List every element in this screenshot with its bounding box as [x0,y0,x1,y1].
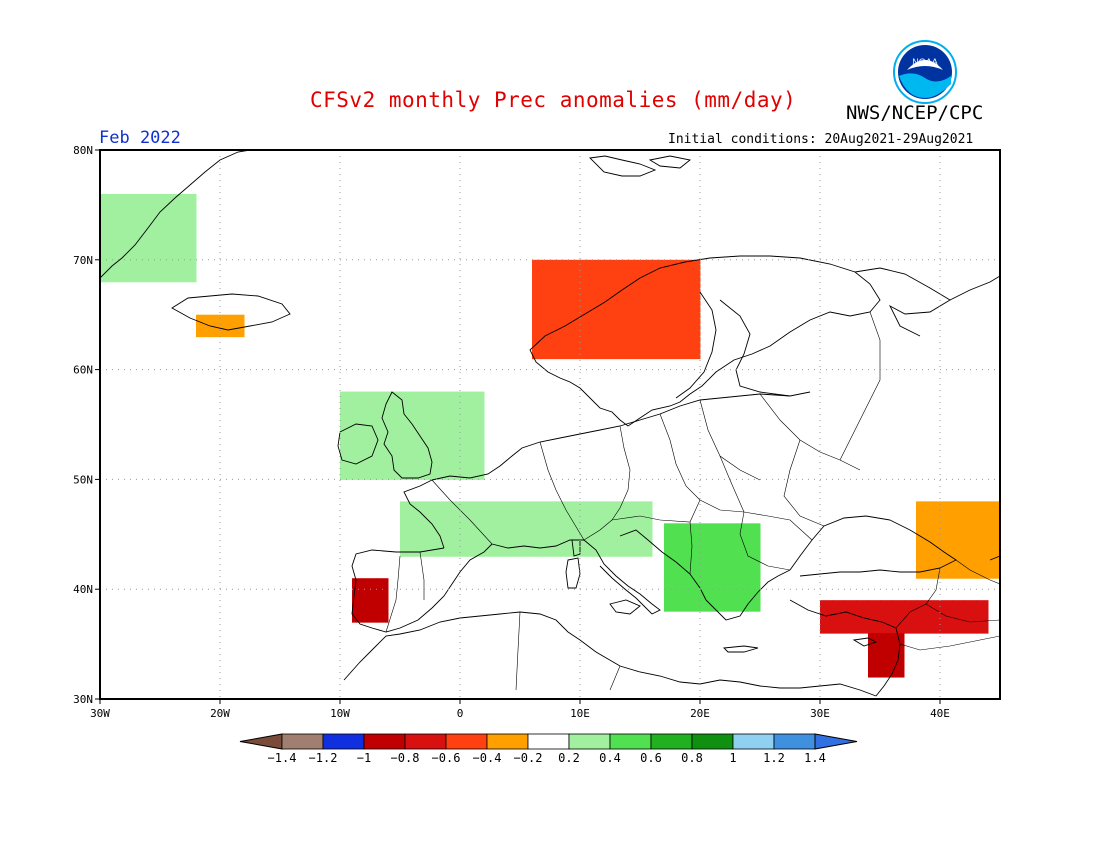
colorbar-cell [773,733,816,750]
colorbar-label: −0.2 [514,751,543,765]
anomaly-region-british-isles [340,391,485,480]
iceland-coast [171,293,291,331]
lat-label: 70N [73,254,93,267]
france-atlantic-coast [403,479,445,549]
colorbar-cell [486,733,529,750]
anomaly-region-caucasus [916,501,1000,579]
colorbar-label: −0.8 [391,751,420,765]
colorbar-label: 0.4 [599,751,621,765]
colorbar-label: −1.4 [268,751,297,765]
adriatic-coast [619,529,707,601]
noaa-logo: NOAA [893,40,957,104]
lon-label: 10W [330,707,350,720]
colorbar-label: −0.4 [473,751,502,765]
anomaly-regions [100,193,1000,678]
greece-coast [705,569,791,621]
lon-label: 40E [930,707,950,720]
country-borders [385,311,1000,691]
scandinavia-coast [529,255,881,427]
logo-text: NOAA [912,57,938,67]
cyprus-coast [852,637,878,647]
colorbar-cell [363,733,406,750]
colorbar-label: 0.6 [640,751,662,765]
colorbar-cell [568,733,611,750]
anomaly-region-balkans [664,523,761,612]
britain-coast [381,391,433,479]
colorbar-label: 0.2 [558,751,580,765]
anomaly-region-iceland-south [196,314,245,338]
iberia-coast [351,543,493,633]
colorbar-cell [404,733,447,750]
svalbard-coast-2 [648,155,692,169]
svalbard-coast [589,155,657,177]
map-title: CFSv2 monthly Prec anomalies (mm/day) [310,88,797,112]
bothnia-coast [675,291,717,399]
colorbar-cell [691,733,734,750]
anomaly-region-greenland-east [100,193,197,283]
lon-label: 30W [90,707,110,720]
lon-label: 0 [457,707,464,720]
anomaly-region-france-italy [400,501,653,557]
coastlines [100,150,1000,697]
agency-label: NWS/NCEP/CPC [846,102,984,124]
colorbar-cell [650,733,693,750]
anomaly-region-levant [868,633,905,678]
lon-label: 30E [810,707,830,720]
continent-coast [431,393,791,481]
colorbar-label: −1 [357,751,371,765]
caspian-coast [989,555,1000,561]
colorbar-cell [732,733,775,750]
lon-label: 20W [210,707,230,720]
lat-label: 40N [73,583,93,596]
colorbar-cell [281,733,324,750]
colorbar-label: 1 [729,751,736,765]
colorbar-cell [527,733,570,750]
map-frame [99,149,1001,700]
colorbar-label: 1.4 [804,751,826,765]
colorbar-arrow-high [814,733,858,750]
crete-coast [723,645,759,653]
north-africa-coast [343,611,877,697]
colorbar-cell [445,733,488,750]
corsica-coast [571,539,581,557]
levant-coast [875,627,901,697]
lat-label: 60N [73,364,93,377]
lat-label: 80N [73,144,93,157]
anomaly-region-norway-coast [532,259,701,360]
ireland-coast [337,423,379,465]
colorbar-label: 1.2 [763,751,785,765]
colorbar-label: −0.6 [432,751,461,765]
lat-label: 30N [73,693,93,706]
colorbar-arrow-low [239,733,283,750]
lat-label: 50N [73,473,93,486]
month-label: Feb 2022 [99,128,181,148]
anomaly-region-iberia-west [352,578,389,623]
lon-label: 20E [690,707,710,720]
sicily-coast [609,599,641,615]
colorbar-cell [322,733,365,750]
colorbar-label: −1.2 [309,751,338,765]
turkey-south-coast [789,599,897,629]
med-france-coast [491,539,661,615]
colorbar-label: 0.8 [681,751,703,765]
arctic-russia-coast [949,275,1000,301]
colorbar-cell [609,733,652,750]
initial-conditions-label: Initial conditions: 20Aug2021-29Aug2021 [668,132,974,147]
grid-lines [100,150,1000,699]
lon-label: 10E [570,707,590,720]
anomaly-region-turkey-south [820,600,989,634]
greenland-coast [100,150,251,279]
sardinia-coast [565,557,581,589]
